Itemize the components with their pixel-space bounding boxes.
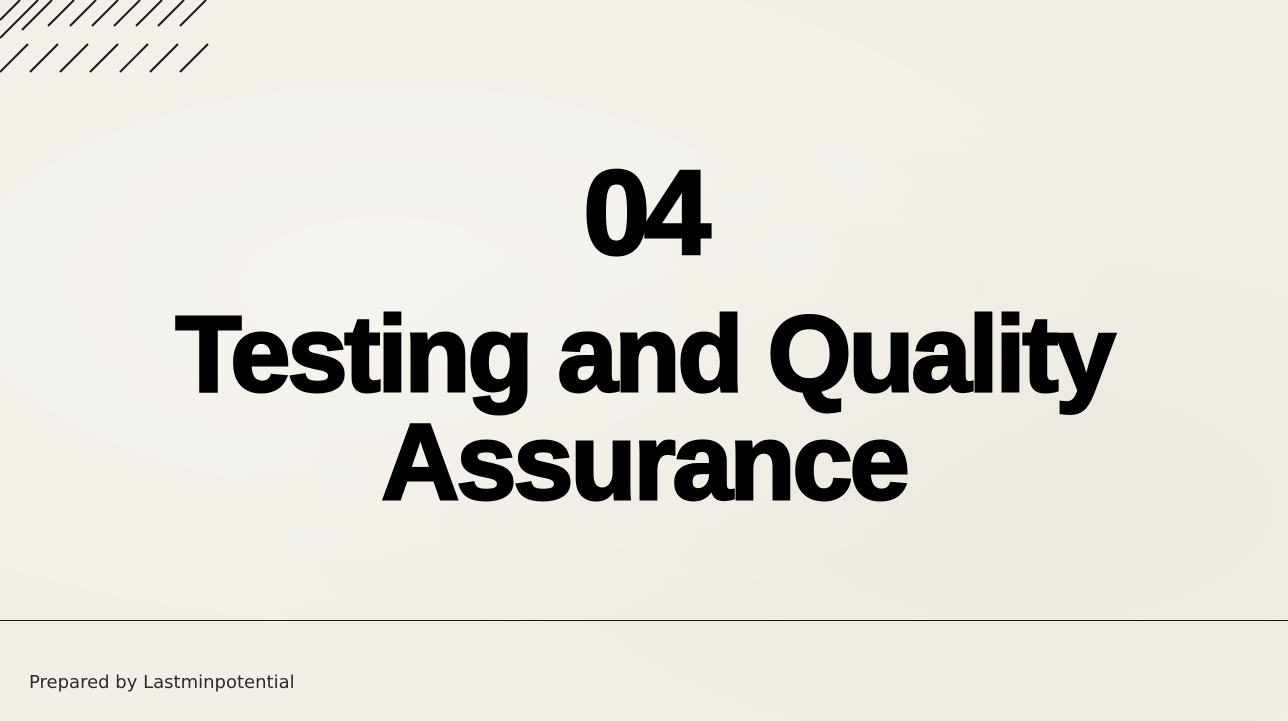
section-title: Testing and Quality Assurance [174,293,1117,522]
footer-divider [0,620,1288,621]
section-number: 04 [582,146,712,280]
diagonal-hatch-icon [0,0,209,73]
footer-credit: Prepared by Lastminpotential [29,672,295,693]
